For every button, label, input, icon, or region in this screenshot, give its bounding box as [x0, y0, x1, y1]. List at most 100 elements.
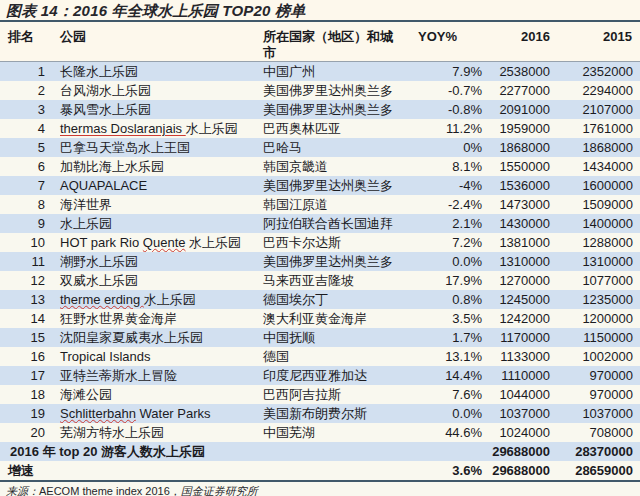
table-body: 1 长隆水上乐园 中国广州 7.9% 2538000 2352000 2 台风湖…: [0, 62, 640, 443]
visitors-2016-cell: 1473000: [490, 195, 558, 214]
table-row: 11 潮野水上乐园 美国佛罗里达州奥兰多 0.0% 1310000 131000…: [0, 252, 640, 271]
source-prefix: 来源：: [6, 485, 39, 496]
park-name-cell: 海滩公园: [52, 385, 262, 404]
rank-cell: 5: [0, 138, 52, 157]
total-2015: 28370000: [558, 442, 640, 461]
visitors-2016-cell: 1110000: [490, 366, 558, 385]
source-suffix: 国金证券研究所: [181, 485, 258, 496]
waterpark-ranking-table: 排名 公园 所在国家（地区）和城市 YOY% 2016 2015 1 长隆水上乐…: [0, 22, 640, 480]
yoy-cell: 0.0%: [412, 252, 490, 271]
yoy-cell: 8.1%: [412, 157, 490, 176]
country-cell: 韩国江原道: [262, 195, 412, 214]
park-name-cell: HOT park Rio Quente 水上乐园: [52, 233, 262, 252]
visitors-2015-cell: 1288000: [558, 233, 640, 252]
rank-cell: 9: [0, 214, 52, 233]
visitors-2015-cell: 1434000: [558, 157, 640, 176]
visitors-2016-cell: 1133000: [490, 347, 558, 366]
table-row: 18 海滩公园 巴西阿吉拉斯 7.6% 1044000 970000: [0, 385, 640, 404]
report-page: 图表 14：2016 年全球水上乐园 TOP20 榜单 排名 公园 所在国家（地…: [0, 0, 640, 496]
table-row: 20 芜湖方特水上乐园 中国芜湖 44.6% 1024000 708000: [0, 423, 640, 442]
table-row: 6 加勒比海上水乐园 韩国京畿道 8.1% 1550000 1434000: [0, 157, 640, 176]
park-name-cell: 水上乐园: [52, 214, 262, 233]
park-name-cell: Tropical Islands: [52, 347, 262, 366]
rank-cell: 19: [0, 404, 52, 423]
growth-row: 增速 3.6% 29688000 28659000: [0, 461, 640, 480]
park-name-cell: 双威水上乐园: [52, 271, 262, 290]
misspelled-word: Quente: [143, 235, 186, 250]
yoy-cell: 7.9%: [412, 62, 490, 82]
country-cell: 中国抚顺: [262, 328, 412, 347]
visitors-2015-cell: 1310000: [558, 252, 640, 271]
visitors-2016-cell: 1270000: [490, 271, 558, 290]
rank-cell: 4: [0, 119, 52, 138]
yoy-cell: 17.9%: [412, 271, 490, 290]
header-park: 公园: [52, 22, 262, 62]
table-row: 12 双威水上乐园 马来西亚吉隆坡 17.9% 1270000 1077000: [0, 271, 640, 290]
park-name-cell: 狂野水世界黄金海岸: [52, 309, 262, 328]
yoy-cell: 2.1%: [412, 214, 490, 233]
park-name-cell: 巴拿马天堂岛水上王国: [52, 138, 262, 157]
yoy-cell: 7.6%: [412, 385, 490, 404]
rank-cell: 8: [0, 195, 52, 214]
visitors-2016-cell: 2091000: [490, 100, 558, 119]
visitors-2015-cell: 1235000: [558, 290, 640, 309]
yoy-cell: 44.6%: [412, 423, 490, 442]
park-name-cell: 潮野水上乐园: [52, 252, 262, 271]
yoy-cell: 3.5%: [412, 309, 490, 328]
table-row: 5 巴拿马天堂岛水上王国 巴哈马 0% 1868000 1868000: [0, 138, 640, 157]
table-row: 19 Schlitterbahn Water Parks 美国新布朗费尔斯 0.…: [0, 404, 640, 423]
rank-cell: 10: [0, 233, 52, 252]
table-row: 10 HOT park Rio Quente 水上乐园 巴西卡尔达斯 7.2% …: [0, 233, 640, 252]
visitors-2015-cell: 1200000: [558, 309, 640, 328]
yoy-cell: 13.1%: [412, 347, 490, 366]
yoy-cell: 14.4%: [412, 366, 490, 385]
park-name-cell: 加勒比海上水乐园: [52, 157, 262, 176]
park-name-cell: AQUAPALACE: [52, 176, 262, 195]
growth-2016: 29688000: [490, 461, 558, 480]
yoy-cell: -0.8%: [412, 100, 490, 119]
table-row: 7 AQUAPALACE 美国佛罗里达州奥兰多 -4% 1536000 1600…: [0, 176, 640, 195]
country-cell: 印度尼西亚雅加达: [262, 366, 412, 385]
visitors-2016-cell: 1959000: [490, 119, 558, 138]
country-cell: 中国广州: [262, 62, 412, 82]
rank-cell: 16: [0, 347, 52, 366]
park-name-cell: 台风湖水上乐园: [52, 81, 262, 100]
misspelled-word: thermas Doslaranjais: [60, 121, 186, 136]
total-yoy: [412, 442, 490, 461]
growth-label: 增速: [0, 461, 412, 480]
header-2015: 2015: [558, 22, 640, 62]
country-cell: 美国新布朗费尔斯: [262, 404, 412, 423]
visitors-2016-cell: 2538000: [490, 62, 558, 82]
rank-cell: 15: [0, 328, 52, 347]
table-row: 8 海洋世界 韩国江原道 -2.4% 1473000 1509000: [0, 195, 640, 214]
yoy-cell: -2.4%: [412, 195, 490, 214]
country-cell: 中国芜湖: [262, 423, 412, 442]
header-country: 所在国家（地区）和城市: [262, 22, 412, 62]
visitors-2016-cell: 1310000: [490, 252, 558, 271]
table-row: 14 狂野水世界黄金海岸 澳大利亚黄金海岸 3.5% 1242000 12000…: [0, 309, 640, 328]
country-cell: 美国佛罗里达州奥兰多: [262, 100, 412, 119]
header-yoy: YOY%: [412, 22, 490, 62]
rank-cell: 17: [0, 366, 52, 385]
table-row: 15 沈阳皇家夏威夷水上乐园 中国抚顺 1.7% 1170000 1150000: [0, 328, 640, 347]
source-note: 来源：AECOM theme index 2016，国金证券研究所: [0, 482, 640, 496]
visitors-2015-cell: 1400000: [558, 214, 640, 233]
visitors-2016-cell: 1242000: [490, 309, 558, 328]
header-2016: 2016: [490, 22, 558, 62]
country-cell: 阿拉伯联合酋长国迪拜: [262, 214, 412, 233]
country-cell: 德国埃尔丁: [262, 290, 412, 309]
rank-cell: 3: [0, 100, 52, 119]
visitors-2015-cell: 1509000: [558, 195, 640, 214]
visitors-2016-cell: 1245000: [490, 290, 558, 309]
rank-cell: 18: [0, 385, 52, 404]
yoy-cell: -4%: [412, 176, 490, 195]
visitors-2016-cell: 1170000: [490, 328, 558, 347]
rank-cell: 13: [0, 290, 52, 309]
park-name-cell: 沈阳皇家夏威夷水上乐园: [52, 328, 262, 347]
rank-cell: 14: [0, 309, 52, 328]
table-header: 排名 公园 所在国家（地区）和城市 YOY% 2016 2015: [0, 22, 640, 62]
country-cell: 澳大利亚黄金海岸: [262, 309, 412, 328]
visitors-2015-cell: 2352000: [558, 62, 640, 82]
visitors-2016-cell: 1037000: [490, 404, 558, 423]
table-row: 17 亚特兰蒂斯水上冒险 印度尼西亚雅加达 14.4% 1110000 9700…: [0, 366, 640, 385]
